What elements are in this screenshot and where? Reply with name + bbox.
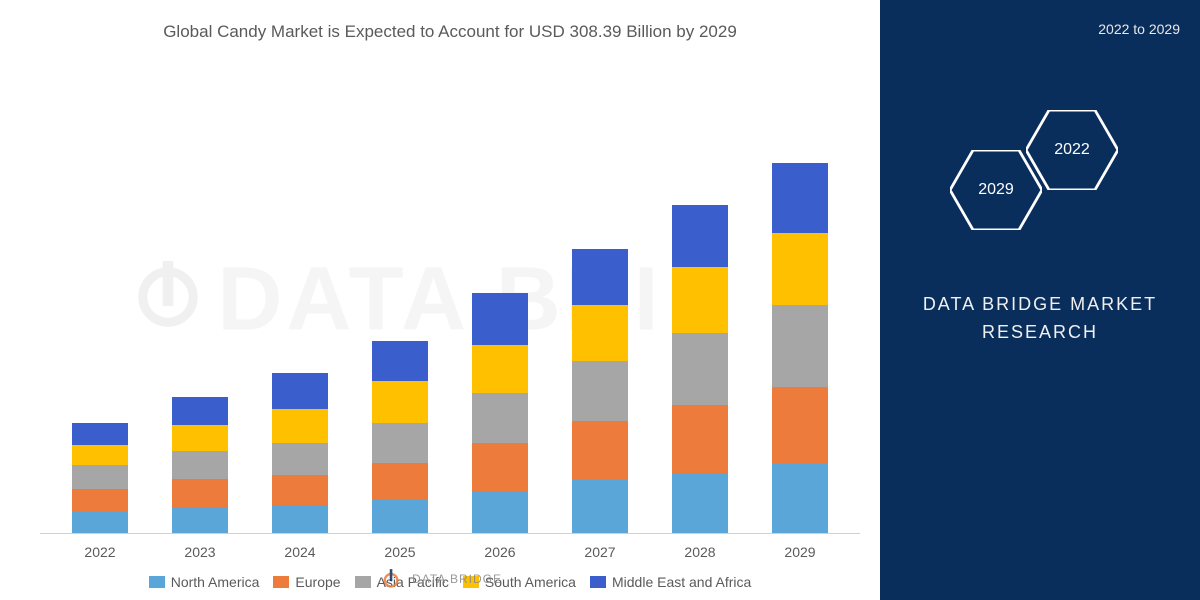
bar-stack	[172, 397, 228, 533]
chart-title: Global Candy Market is Expected to Accou…	[40, 20, 860, 44]
bar-segment	[572, 479, 628, 533]
x-axis-label: 2022	[65, 544, 135, 560]
bar-stack	[372, 341, 428, 533]
bar-segment	[472, 393, 528, 443]
legend-swatch	[149, 576, 165, 588]
bar-segment	[672, 405, 728, 473]
bar-group	[565, 249, 635, 533]
bar-segment	[672, 473, 728, 533]
bar-segment	[272, 409, 328, 443]
bar-group	[265, 373, 335, 533]
bottom-brand-text: DATA BRIDGE	[412, 572, 502, 586]
bar-segment	[172, 507, 228, 533]
hexagon-group: 2029 2022	[950, 110, 1130, 250]
sidebar-top-text: 2022 to 2029	[1098, 20, 1180, 40]
bar-segment	[272, 443, 328, 475]
brand-text: DATA BRIDGE MARKET RESEARCH	[923, 290, 1157, 348]
bar-segment	[72, 489, 128, 511]
bar-segment	[372, 381, 428, 423]
bar-segment	[272, 373, 328, 409]
x-axis-label: 2023	[165, 544, 235, 560]
bar-segment	[772, 305, 828, 387]
x-axis-label: 2024	[265, 544, 335, 560]
bar-stack	[572, 249, 628, 533]
hexagon-2029-label: 2029	[978, 181, 1014, 199]
x-axis-label: 2026	[465, 544, 535, 560]
bar-segment	[672, 267, 728, 333]
legend-label: Middle East and Africa	[612, 574, 751, 590]
bar-segment	[472, 293, 528, 345]
x-axis-label: 2027	[565, 544, 635, 560]
legend-item: Europe	[273, 574, 340, 590]
bar-segment	[772, 163, 828, 233]
legend-swatch	[590, 576, 606, 588]
bar-group	[365, 341, 435, 533]
main-container: DATA BRI Global Candy Market is Expected…	[0, 0, 1200, 600]
hexagon-2022-label: 2022	[1054, 141, 1090, 159]
bar-segment	[272, 505, 328, 533]
bar-segment	[472, 491, 528, 533]
bar-segment	[372, 463, 428, 499]
bar-group	[665, 205, 735, 533]
bar-segment	[772, 233, 828, 305]
bar-segment	[172, 397, 228, 425]
bar-segment	[272, 475, 328, 505]
bar-stack	[472, 293, 528, 533]
legend-item: Middle East and Africa	[590, 574, 751, 590]
legend-item: North America	[149, 574, 260, 590]
bottom-brand-logo: DATA BRIDGE	[378, 566, 502, 592]
bar-segment	[372, 341, 428, 381]
bar-segment	[172, 479, 228, 507]
bar-segment	[672, 333, 728, 405]
bar-group	[765, 163, 835, 533]
sidebar: 2022 to 2029 2029 2022 DATA BRIDGE MARKE…	[880, 0, 1200, 600]
bar-segment	[572, 249, 628, 305]
legend-swatch	[355, 576, 371, 588]
bar-segment	[772, 463, 828, 533]
bar-segment	[372, 499, 428, 533]
bar-segment	[372, 423, 428, 463]
bar-segment	[72, 465, 128, 489]
bar-stack	[772, 163, 828, 533]
x-axis-label: 2028	[665, 544, 735, 560]
bar-group	[465, 293, 535, 533]
brand-text-line1: DATA BRIDGE MARKET	[923, 290, 1157, 319]
legend-label: Europe	[295, 574, 340, 590]
x-axis-labels: 2022 2023 2024 2025 2026 2027 2028 2029	[40, 534, 860, 560]
bar-segment	[472, 443, 528, 491]
bar-segment	[572, 361, 628, 421]
chart-area: DATA BRI Global Candy Market is Expected…	[0, 0, 880, 600]
bar-segment	[472, 345, 528, 393]
bar-group	[65, 423, 135, 533]
bar-segment	[172, 425, 228, 451]
bar-segment	[172, 451, 228, 479]
x-axis-label: 2025	[365, 544, 435, 560]
bar-segment	[672, 205, 728, 267]
legend-label: North America	[171, 574, 260, 590]
brand-text-line2: RESEARCH	[923, 318, 1157, 347]
bar-segment	[572, 421, 628, 479]
bar-stack	[672, 205, 728, 533]
legend-swatch	[273, 576, 289, 588]
bar-segment	[572, 305, 628, 361]
hexagon-2022: 2022	[1026, 110, 1118, 190]
bars-container	[40, 64, 860, 534]
bar-segment	[772, 387, 828, 463]
bar-stack	[272, 373, 328, 533]
bar-stack	[72, 423, 128, 533]
bar-segment	[72, 423, 128, 445]
bar-group	[165, 397, 235, 533]
x-axis-label: 2029	[765, 544, 835, 560]
bar-segment	[72, 511, 128, 533]
brand-logo-icon	[378, 566, 404, 592]
bar-segment	[72, 445, 128, 465]
